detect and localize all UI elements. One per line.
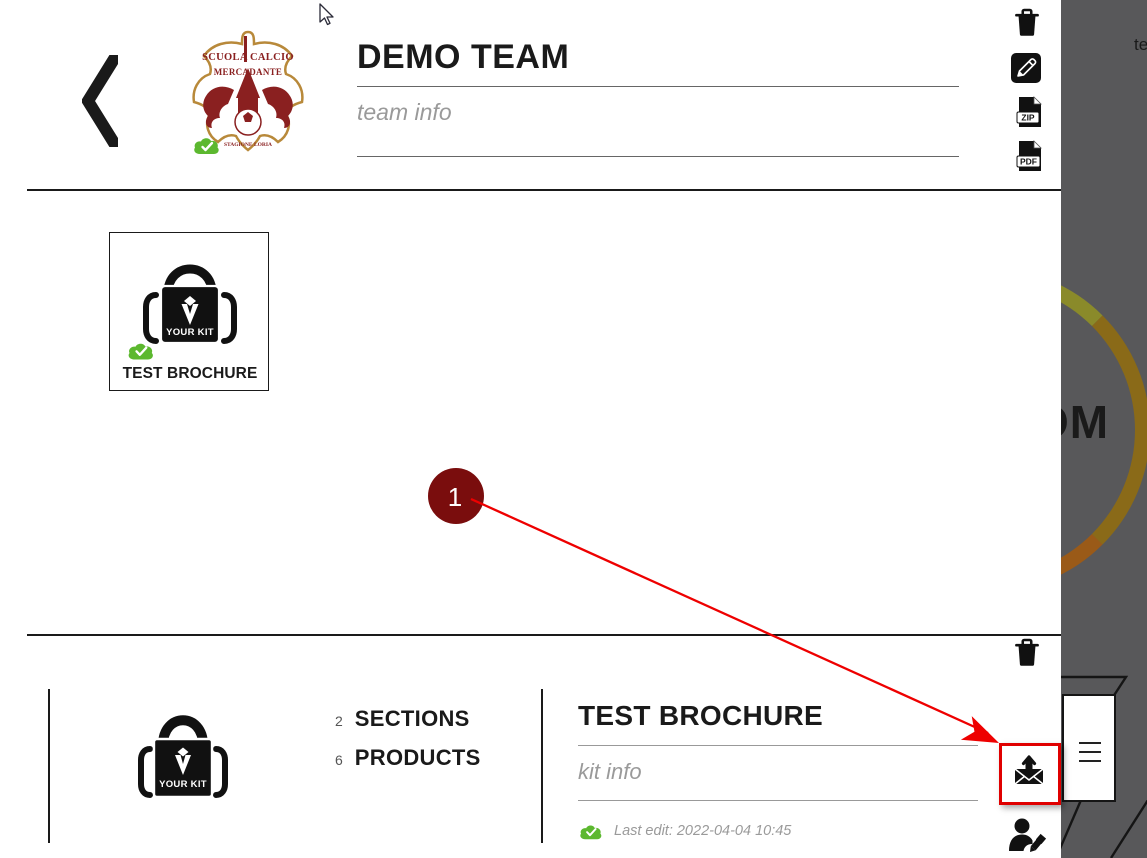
svg-text:ZIP: ZIP <box>1021 113 1035 123</box>
svg-text:YOUR KIT: YOUR KIT <box>159 779 207 790</box>
svg-text:STAGIONE LORIA: STAGIONE LORIA <box>224 142 272 148</box>
svg-text:PDF: PDF <box>1020 157 1037 167</box>
svg-text:YOUR KIT: YOUR KIT <box>166 327 214 338</box>
svg-text:SCUOLA CALCIO: SCUOLA CALCIO <box>202 52 294 63</box>
svg-text:1: 1 <box>448 482 462 512</box>
